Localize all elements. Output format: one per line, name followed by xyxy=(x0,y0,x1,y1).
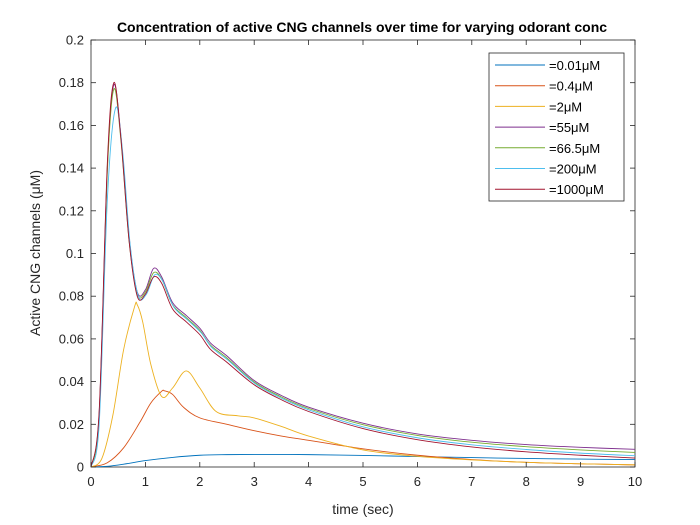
x-tick-label: 0 xyxy=(87,474,94,489)
x-axis-label: time (sec) xyxy=(332,501,393,517)
series-line-4 xyxy=(90,84,636,468)
legend-label: =0.01μM xyxy=(549,58,600,73)
ticks-layer: 0 1 2 3 4 5 6 7 8 9 10 0 0.02 0.04 0.06 0.08 0.1 0.12 0.14… xyxy=(59,33,643,490)
x-tick-label: 1 xyxy=(142,474,149,489)
chart-title: Concentration of active CNG channels ove… xyxy=(117,19,607,35)
y-tick-label: 0.04 xyxy=(59,374,84,389)
legend-label: =66.5μM xyxy=(549,141,600,156)
series-line-3 xyxy=(90,301,636,468)
x-tick-label: 9 xyxy=(577,474,584,489)
series-layer xyxy=(90,82,636,468)
x-tick-label: 10 xyxy=(628,474,642,489)
legend: =0.01μM =0.4μM =2μM =55μM =66.5μM =200μM =1000… xyxy=(488,52,625,202)
series-line-1 xyxy=(90,453,636,468)
y-tick-label: 0.08 xyxy=(59,289,84,304)
series-line-6 xyxy=(90,106,636,468)
y-tick-label: 0.16 xyxy=(59,118,84,133)
x-tick-label: 6 xyxy=(414,474,421,489)
x-tick-label: 3 xyxy=(251,474,258,489)
x-tick-label: 5 xyxy=(359,474,366,489)
y-tick-label: 0 xyxy=(77,460,84,475)
series-line-5 xyxy=(90,88,636,468)
y-tick-label: 0.14 xyxy=(59,161,84,176)
x-tick-label: 8 xyxy=(523,474,530,489)
legend-label: =2μM xyxy=(549,99,582,114)
legend-label: =200μM xyxy=(549,162,597,177)
y-tick-label: 0.02 xyxy=(59,417,84,432)
y-tick-label: 0.2 xyxy=(66,33,84,48)
legend-label: =1000μM xyxy=(549,182,604,197)
y-tick-label: 0.06 xyxy=(59,331,84,346)
y-tick-label: 0.1 xyxy=(66,246,84,261)
y-axis-label: Active CNG channels (μM) xyxy=(27,170,43,336)
x-tick-label: 7 xyxy=(468,474,475,489)
series-line-7 xyxy=(90,82,636,468)
y-tick-label: 0.18 xyxy=(59,75,84,90)
x-tick-label: 2 xyxy=(196,474,203,489)
y-tick-label: 0.12 xyxy=(59,203,84,218)
legend-label: =55μM xyxy=(549,120,589,135)
series-line-2 xyxy=(90,389,636,468)
legend-label: =0.4μM xyxy=(549,79,593,94)
x-tick-label: 4 xyxy=(305,474,312,489)
